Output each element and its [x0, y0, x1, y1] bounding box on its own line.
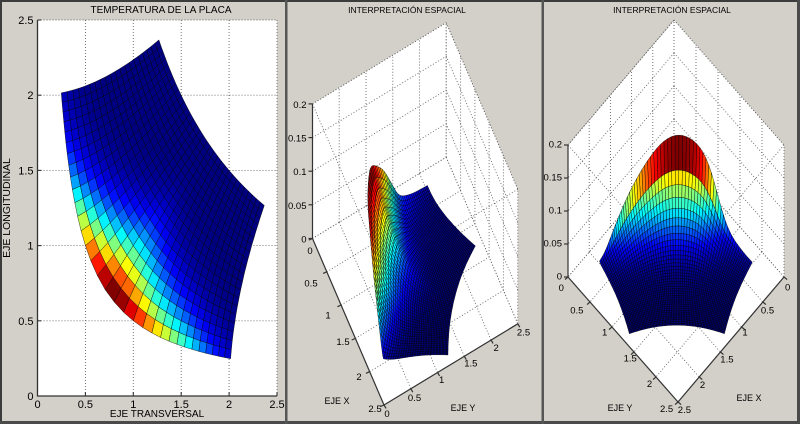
- svg-text:1.5: 1.5: [174, 399, 189, 411]
- svg-text:TEMPERATURA DE LA PLACA: TEMPERATURA DE LA PLACA: [91, 5, 232, 16]
- svg-text:0.2: 0.2: [293, 100, 306, 111]
- svg-text:0.5: 0.5: [408, 393, 421, 404]
- svg-text:EJE X: EJE X: [324, 396, 349, 406]
- svg-text:0: 0: [307, 246, 312, 257]
- svg-text:1.5: 1.5: [18, 165, 33, 177]
- svg-text:0.05: 0.05: [544, 239, 563, 250]
- svg-text:EJE X: EJE X: [736, 393, 761, 403]
- svg-text:0.5: 0.5: [761, 306, 774, 317]
- svg-text:0: 0: [384, 409, 389, 420]
- svg-text:1: 1: [130, 399, 136, 411]
- svg-text:1.5: 1.5: [720, 355, 733, 366]
- svg-text:2.5: 2.5: [517, 328, 530, 339]
- svg-text:1.5: 1.5: [624, 354, 637, 365]
- svg-text:1: 1: [742, 328, 747, 339]
- svg-text:1: 1: [325, 311, 330, 322]
- svg-text:0.15: 0.15: [544, 173, 563, 184]
- svg-text:0.2: 0.2: [549, 140, 562, 151]
- svg-text:EJE TRANSVERSAL: EJE TRANSVERSAL: [110, 409, 205, 420]
- svg-text:EJE Y: EJE Y: [608, 403, 633, 413]
- svg-text:0.5: 0.5: [304, 279, 317, 290]
- svg-text:0.5: 0.5: [78, 399, 93, 411]
- svg-text:2: 2: [27, 90, 33, 102]
- svg-text:0: 0: [27, 391, 33, 403]
- svg-text:2: 2: [700, 380, 705, 391]
- svg-text:2: 2: [356, 372, 361, 383]
- svg-text:2.5: 2.5: [660, 404, 673, 415]
- svg-text:2: 2: [494, 343, 499, 354]
- svg-text:2: 2: [226, 399, 232, 411]
- svg-text:0.5: 0.5: [570, 306, 583, 317]
- svg-text:0: 0: [785, 282, 790, 293]
- svg-text:0: 0: [559, 283, 564, 294]
- svg-text:0: 0: [557, 272, 562, 283]
- svg-text:0.5: 0.5: [18, 316, 33, 328]
- svg-text:INTERPRETACIÓN ESPACIAL: INTERPRETACIÓN ESPACIAL: [348, 5, 466, 15]
- svg-text:2.5: 2.5: [269, 399, 284, 411]
- svg-text:1: 1: [439, 375, 444, 386]
- svg-text:EJE Y: EJE Y: [451, 403, 476, 413]
- svg-text:2.5: 2.5: [368, 404, 381, 415]
- svg-text:2: 2: [647, 379, 652, 390]
- svg-text:0.1: 0.1: [293, 167, 306, 178]
- svg-text:0.15: 0.15: [288, 134, 307, 145]
- svg-text:INTERPRETACIÓN ESPACIAL: INTERPRETACIÓN ESPACIAL: [613, 5, 731, 15]
- svg-text:2.5: 2.5: [678, 405, 691, 416]
- svg-text:2.5: 2.5: [18, 15, 33, 27]
- svg-text:0.05: 0.05: [288, 201, 307, 212]
- svg-text:EJE LONGITUDINAL: EJE LONGITUDINAL: [1, 158, 13, 258]
- svg-text:1.5: 1.5: [464, 359, 477, 370]
- svg-text:0.1: 0.1: [549, 206, 562, 217]
- svg-text:0: 0: [301, 235, 306, 246]
- svg-text:1: 1: [27, 241, 33, 253]
- svg-text:0: 0: [34, 399, 40, 411]
- svg-text:1: 1: [602, 328, 607, 339]
- svg-text:1.5: 1.5: [336, 337, 349, 348]
